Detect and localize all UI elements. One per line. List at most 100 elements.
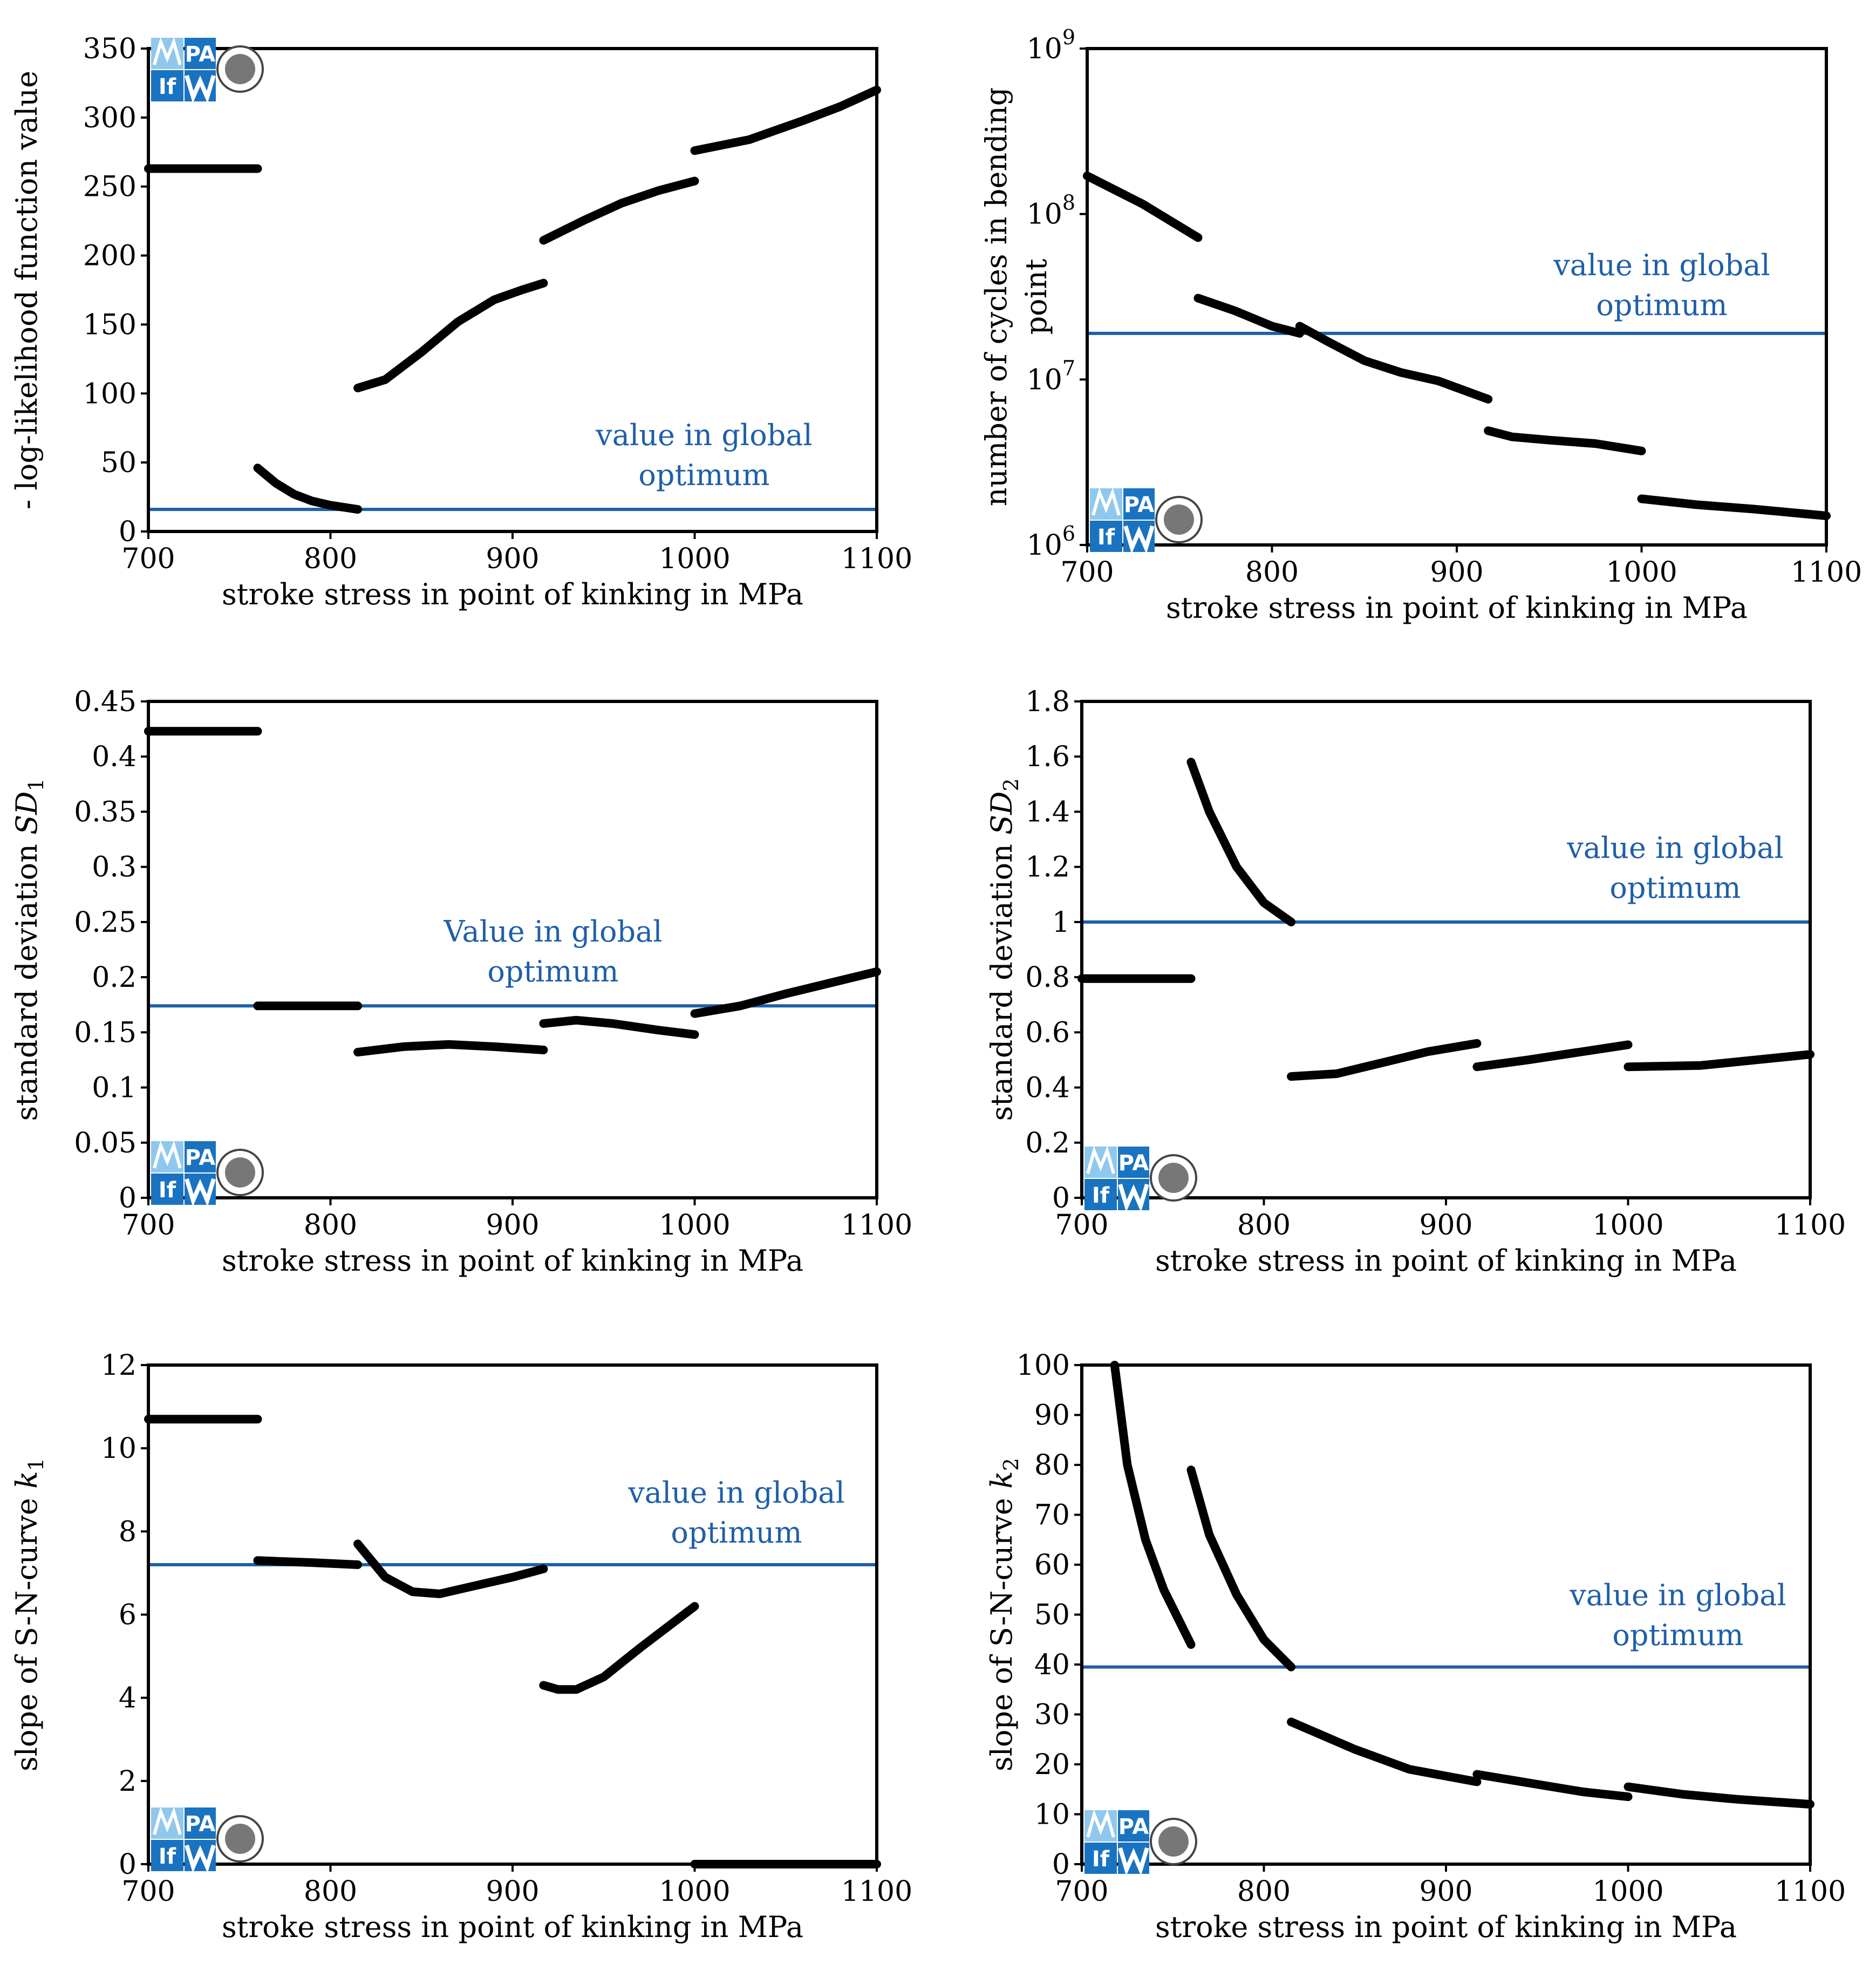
logo-tile-dark-2	[151, 70, 183, 101]
y-tick-label: 2	[119, 1765, 137, 1798]
x-tick-label: 1000	[1592, 1875, 1663, 1908]
series-segment-3	[1295, 322, 1493, 404]
logo-seal-head	[225, 1824, 255, 1854]
y-tick-label: 0.3	[92, 851, 137, 884]
x-axis-title: stroke stress in point of kinking in MPa	[1155, 1244, 1737, 1278]
plot-frame	[147, 47, 878, 533]
logo-seal-head	[225, 54, 255, 84]
logo-w-mark	[1118, 1847, 1149, 1876]
series-segment-1	[1083, 172, 1203, 242]
x-tick-label: 1000	[1606, 556, 1677, 589]
x-tick-label: 1000	[659, 1209, 730, 1242]
plot-frame	[147, 700, 878, 1199]
plot-frame	[147, 1363, 878, 1866]
chart-nll: 700 800 900 1000 1100 0 50 100 150 200 250 300 350 va…	[10, 33, 912, 611]
y-tick-label: 0.2	[92, 961, 137, 994]
logo-tile-dark	[1118, 1147, 1149, 1178]
y-axis-title: - log-likelihood function value	[10, 71, 44, 509]
logo-seal-head	[225, 1157, 255, 1188]
x-tick-label: 800	[304, 1209, 357, 1242]
x-tick-label: 1100	[841, 1209, 912, 1242]
x-tick-label: 900	[1419, 1875, 1472, 1908]
logo-bottom-text: If	[159, 74, 176, 99]
plot-frame	[1080, 1363, 1812, 1866]
x-tick-label: 900	[486, 1875, 539, 1908]
y-tick-label: 60	[1034, 1549, 1070, 1581]
y-tick-label: 12	[101, 1349, 137, 1382]
y-tick-label: 300	[83, 102, 137, 134]
logo-tile-dark-2	[1084, 1179, 1117, 1210]
logo-m-mark	[1086, 1809, 1115, 1838]
x-tick-label: 1100	[841, 543, 912, 575]
logo-seal-head	[1158, 1163, 1189, 1193]
y-tick-label: 0.4	[1025, 1072, 1070, 1104]
y-tick-label: 100	[1017, 1349, 1070, 1382]
series-segment-3	[1287, 1717, 1482, 1786]
logo-seal-head	[1164, 504, 1194, 535]
logo-seal-head	[1158, 1826, 1189, 1857]
y-tick-label: 109	[1027, 25, 1075, 65]
y-tick-label: 0.1	[92, 1072, 137, 1104]
logo-bottom-text: If	[1097, 525, 1115, 550]
logo-w-mark	[185, 1844, 216, 1873]
y-tick-label: 0.6	[1025, 1017, 1070, 1049]
logo-tile-dark-2	[1090, 521, 1122, 552]
chart-k1: 700 800 900 1000 1100 0 2 4 6 8 10 12 value in globa…	[10, 1349, 912, 1944]
series-segment-5	[1637, 494, 1831, 520]
plot-frame	[1086, 47, 1828, 547]
y-tick-label: 50	[101, 447, 137, 479]
series-segment-5	[1623, 1050, 1814, 1072]
logo-top-text: PA	[185, 1145, 216, 1170]
x-tick-label: 1000	[1592, 1209, 1663, 1242]
y-tick-label: 10	[1034, 1799, 1070, 1831]
y-tick-label: 0	[1052, 1182, 1070, 1215]
y-tick-label: 100	[83, 378, 137, 410]
y-axis-title: standard deviation SD2	[985, 778, 1023, 1121]
logo-top-text: PA	[1118, 1815, 1149, 1839]
y-axis-title: slope of S-N-curve k2	[985, 1458, 1023, 1771]
y-axis-title-line: number of cycles in bending	[979, 87, 1013, 507]
x-tick-label: 800	[304, 1875, 357, 1908]
x-tick-label: 1100	[1791, 556, 1862, 589]
y-tick-label: 0	[1052, 1849, 1070, 1881]
y-tick-label: 200	[83, 240, 137, 272]
logo-m-mark	[1092, 487, 1121, 516]
y-tick-label: 30	[1034, 1699, 1070, 1731]
logo-top-text: PA	[185, 1812, 216, 1837]
logo-tile-dark-2	[151, 1840, 183, 1871]
x-tick-label: 1000	[659, 1875, 730, 1908]
y-tick-label: 0.15	[74, 1017, 137, 1049]
y-tick-label: 0.45	[74, 686, 137, 718]
y-tick-label: 0	[119, 1849, 137, 1881]
y-tick-label: 250	[83, 171, 137, 203]
mpa-ifw-logo-1: PA If	[1090, 487, 1203, 554]
y-tick-label: 90	[1034, 1400, 1070, 1432]
series-segment-4	[539, 1015, 699, 1039]
series-segment-5	[690, 967, 881, 1018]
logo-bottom-text: If	[159, 1844, 176, 1869]
x-tick-label: 800	[1237, 1209, 1291, 1242]
series-segment-4	[1472, 1040, 1633, 1072]
y-tick-label: 6	[119, 1599, 137, 1632]
x-tick-label: 700	[1055, 1209, 1108, 1242]
chart-cycles: 700 800 900 1000 1100 106 107 108 109 value in gl…	[979, 25, 1862, 625]
logo-tile-dark	[1118, 1810, 1149, 1841]
y-tick-label: 1.6	[1025, 741, 1070, 773]
y-tick-label: 350	[83, 33, 137, 65]
optimum-label-line: optimum	[1612, 1618, 1743, 1652]
logo-tile-dark	[185, 1808, 216, 1839]
logo-tile-dark-2	[151, 1174, 183, 1205]
y-tick-label: 1.4	[1025, 796, 1070, 828]
mpa-ifw-logo-3: PA If	[1084, 1145, 1197, 1212]
y-tick-label: 0.4	[92, 741, 137, 773]
logo-tile-dark-2	[1084, 1843, 1117, 1874]
optimum-label-line: value in global	[627, 1476, 844, 1510]
logo-tile-dark	[185, 1141, 216, 1172]
logo-m-mark	[153, 37, 182, 65]
y-tick-label: 150	[83, 309, 137, 341]
x-axis-title: stroke stress in point of kinking in MPa	[222, 1244, 803, 1278]
chart-sd2: 700 800 900 1000 1100 0 0.2 0.4 0.6 0.8 1 1.2 1.4 1.6…	[985, 686, 1846, 1278]
x-axis-title: stroke stress in point of kinking in MPa	[1155, 1910, 1737, 1944]
logo-tile-dark	[185, 38, 216, 69]
